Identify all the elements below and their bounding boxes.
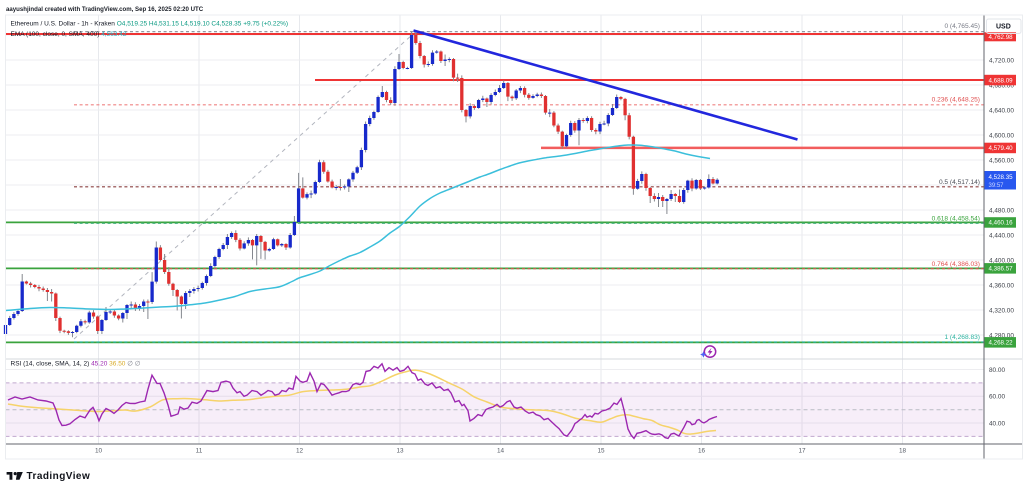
svg-text:4,720.00: 4,720.00 [989, 57, 1014, 64]
svg-text:4,560.00: 4,560.00 [989, 157, 1014, 164]
svg-text:Ethereum / U.S. Dollar - 1h -: Ethereum / U.S. Dollar - 1h - Kraken O4,… [11, 20, 289, 27]
svg-text:4,280.00: 4,280.00 [989, 332, 1014, 339]
svg-text:0.764 (4,386.03): 0.764 (4,386.03) [932, 261, 980, 268]
svg-text:0 (4,765.45): 0 (4,765.45) [944, 23, 980, 30]
svg-text:10: 10 [95, 447, 103, 454]
svg-text:EMA (100, close, 0, SMA, 400): EMA (100, close, 0, SMA, 400) 4,563.42 [11, 31, 127, 38]
svg-text:13: 13 [396, 447, 404, 454]
svg-text:17: 17 [798, 447, 806, 454]
svg-text:0.618 (4,458.54): 0.618 (4,458.54) [932, 216, 980, 223]
svg-text:4,600.00: 4,600.00 [989, 132, 1014, 139]
svg-text:4,762.98: 4,762.98 [989, 34, 1014, 41]
svg-text:4,268.22: 4,268.22 [989, 340, 1014, 347]
svg-text:4,480.00: 4,480.00 [989, 207, 1014, 214]
svg-text:60.00: 60.00 [989, 394, 1005, 401]
svg-text:12: 12 [296, 447, 304, 454]
svg-text:4,460.16: 4,460.16 [989, 220, 1014, 227]
svg-text:4,640.00: 4,640.00 [989, 107, 1014, 114]
svg-text:USD: USD [996, 24, 1011, 31]
svg-text:40.00: 40.00 [989, 420, 1005, 427]
svg-text:39:57: 39:57 [989, 183, 1005, 189]
svg-text:TradingView: TradingView [27, 471, 91, 482]
svg-text:11: 11 [196, 447, 203, 454]
svg-text:RSI (14, close, SMA, 14, 2) 4: RSI (14, close, SMA, 14, 2) 45.20 36.50 … [11, 360, 141, 367]
svg-text:0.5 (4,517.14): 0.5 (4,517.14) [939, 179, 980, 186]
svg-text:4,400.00: 4,400.00 [989, 257, 1014, 264]
svg-text:aayushjindal created with Trad: aayushjindal created with TradingView.co… [6, 6, 204, 13]
svg-text:80.00: 80.00 [989, 367, 1005, 374]
svg-text:4,688.09: 4,688.09 [989, 77, 1014, 84]
svg-text:18: 18 [899, 447, 907, 454]
svg-text:4,360.00: 4,360.00 [989, 282, 1014, 289]
svg-text:0.236 (4,648.25): 0.236 (4,648.25) [932, 97, 980, 104]
svg-text:4,386.57: 4,386.57 [989, 266, 1014, 273]
svg-text:15: 15 [597, 447, 605, 454]
svg-text:1 (4,268.83): 1 (4,268.83) [944, 334, 980, 341]
svg-text:4,440.00: 4,440.00 [989, 232, 1014, 239]
svg-text:14: 14 [497, 447, 505, 454]
svg-text:4,320.00: 4,320.00 [989, 307, 1014, 314]
svg-text:4,579.40: 4,579.40 [989, 145, 1014, 152]
svg-text:4,528.35: 4,528.35 [989, 174, 1014, 181]
svg-text:16: 16 [698, 447, 706, 454]
svg-text:4,680.00: 4,680.00 [989, 82, 1014, 89]
